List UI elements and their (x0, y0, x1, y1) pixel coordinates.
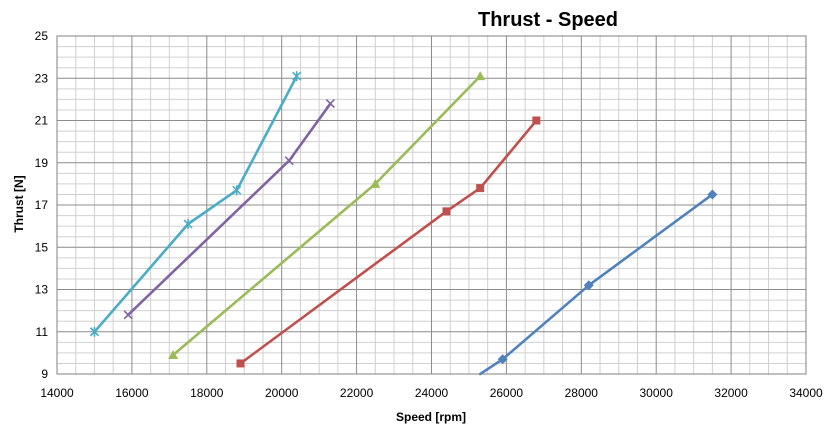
series-1 (478, 189, 718, 376)
series-2-line (239, 119, 538, 365)
chart-title: Thrust - Speed (478, 9, 618, 31)
x-axis-label: Speed [rpm] (396, 410, 466, 424)
x-tick-label: 20000 (265, 386, 299, 400)
x-marker-stroke (325, 99, 335, 109)
diamond-marker (707, 189, 718, 200)
x-marker (325, 99, 335, 109)
y-axis-tick-labels: 9 11 13 15 17 19 21 23 25 (35, 29, 49, 381)
x-tick-label: 16000 (115, 386, 149, 400)
triangle-marker (168, 349, 179, 359)
x-tick-label: 32000 (714, 386, 748, 400)
y-axis-label: Thrust [N] (12, 175, 26, 232)
series-layer (89, 71, 718, 376)
y-tick-label: 21 (35, 114, 49, 128)
star-marker (292, 71, 302, 82)
y-tick-label: 15 (35, 240, 49, 254)
y-tick-label: 17 (35, 198, 49, 212)
series-5 (89, 71, 302, 337)
series-5-line (93, 74, 299, 334)
x-tick-label: 18000 (190, 386, 224, 400)
square-marker (532, 116, 541, 125)
x-marker (284, 156, 294, 166)
plot-area-border (56, 35, 807, 375)
series-3 (168, 71, 486, 359)
x-tick-label: 30000 (640, 386, 674, 400)
x-tick-label: 22000 (340, 386, 374, 400)
x-tick-label: 14000 (40, 386, 74, 400)
diamond-marker (497, 354, 508, 365)
x-tick-label: 34000 (789, 386, 823, 400)
triangle-marker (475, 71, 486, 81)
diamond-marker (583, 280, 594, 291)
y-tick-label: 19 (35, 156, 49, 170)
x-marker (123, 310, 133, 320)
y-tick-label: 25 (35, 29, 49, 43)
x-tick-label: 24000 (415, 386, 449, 400)
star-marker (232, 185, 242, 196)
square-marker (476, 184, 485, 193)
series-2 (236, 116, 541, 368)
y-tick-label: 11 (36, 325, 49, 339)
y-tick-label: 13 (35, 283, 49, 297)
star-marker (89, 326, 100, 337)
x-marker-stroke (123, 310, 133, 320)
x-tick-label: 26000 (490, 386, 524, 400)
x-axis-tick-labels: 14000 16000 18000 20000 22000 24000 26000 28000… (40, 386, 823, 400)
series-4 (123, 99, 335, 320)
square-marker (236, 359, 245, 368)
triangle-marker (370, 178, 381, 188)
x-tick-label: 28000 (565, 386, 599, 400)
square-marker (442, 207, 451, 216)
y-tick-label: 9 (41, 367, 48, 381)
star-marker (183, 219, 193, 230)
series-1-line (478, 193, 714, 376)
x-marker-stroke (284, 156, 294, 166)
y-tick-label: 23 (35, 71, 49, 85)
